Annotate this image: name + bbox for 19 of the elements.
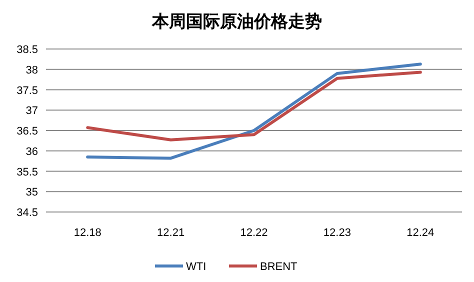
y-tick-label: 38 — [26, 64, 38, 76]
y-tick-label: 37.5 — [16, 84, 38, 97]
legend-label: WTI — [186, 261, 206, 273]
x-tick-label: 12.18 — [74, 227, 102, 239]
x-tick-label: 12.22 — [240, 227, 268, 239]
y-tick-label: 35 — [26, 186, 38, 199]
x-tick-label: 12.21 — [157, 227, 185, 239]
x-tick-label: 12.23 — [323, 227, 351, 239]
line-series — [86, 70, 422, 142]
y-tick-label: 38.5 — [16, 44, 38, 56]
chart-title: 本周国际原油价格走势 — [151, 12, 322, 31]
y-tick-label: 34.5 — [16, 207, 38, 219]
y-tick-label: 37 — [26, 105, 38, 118]
x-tick-label: 12.24 — [406, 227, 434, 239]
y-tick-label: 36.5 — [16, 126, 38, 138]
legend-label: BRENT — [260, 261, 298, 273]
line-series — [86, 62, 422, 160]
y-tick-label: 35.5 — [16, 166, 38, 178]
y-tick-label: 36 — [26, 146, 38, 158]
